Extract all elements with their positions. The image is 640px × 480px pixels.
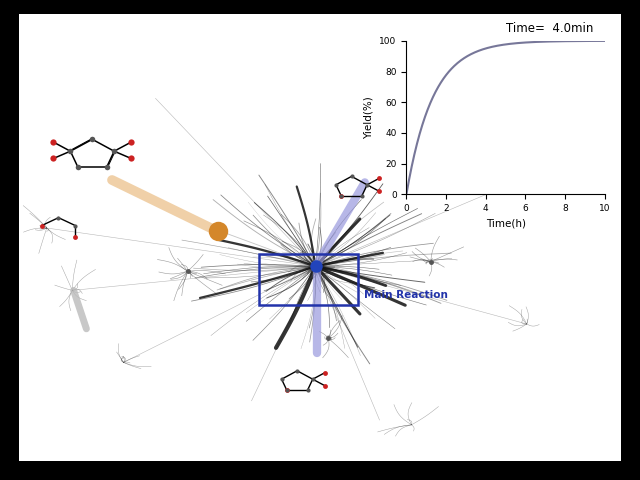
X-axis label: Time(h): Time(h)	[486, 219, 525, 228]
Bar	[259, 254, 358, 305]
Y-axis label: Yield(%): Yield(%)	[364, 96, 374, 139]
Text: Time=  4.0min: Time= 4.0min	[506, 22, 593, 35]
Text: Main Reaction: Main Reaction	[364, 290, 447, 300]
